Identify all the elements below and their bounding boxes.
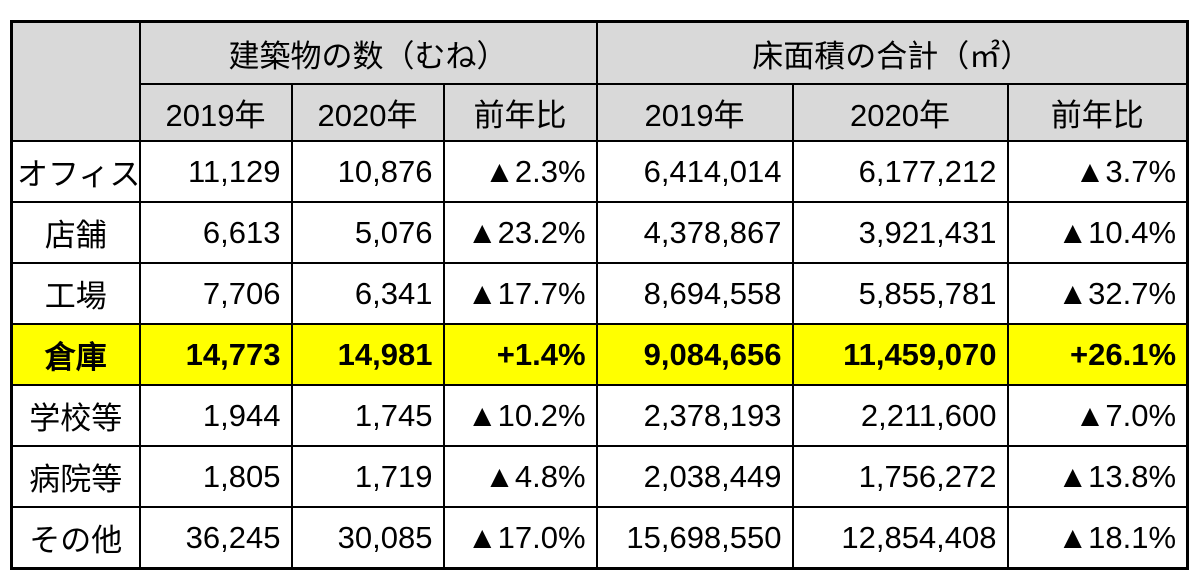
cell-area-2020: 11,459,070 xyxy=(791,323,1009,386)
corner-cell xyxy=(10,20,141,142)
cell-area-yoy: ▲7.0% xyxy=(1006,384,1189,447)
header-group-row: 建築物の数（むね） 床面積の合計（㎡） xyxy=(10,20,1189,142)
cell-area-2020: 1,756,272 xyxy=(791,445,1009,508)
table-row-factory: 工場 7,706 6,341 ▲17.7% 8,694,558 5,855,78… xyxy=(10,262,1189,325)
table-row-shop: 店舗 6,613 5,076 ▲23.2% 4,378,867 3,921,43… xyxy=(10,201,1189,264)
cell-count-2020: 1,719 xyxy=(290,445,445,508)
col-header-area-yoy: 前年比 xyxy=(1006,83,1189,142)
cell-count-2019: 1,944 xyxy=(138,384,293,447)
cell-count-yoy: ▲17.7% xyxy=(442,262,598,325)
cell-area-2019: 2,378,193 xyxy=(595,384,794,447)
table-row-hospital: 病院等 1,805 1,719 ▲4.8% 2,038,449 1,756,27… xyxy=(10,445,1189,508)
cell-count-2020: 5,076 xyxy=(290,201,445,264)
col-header-area-2020: 2020年 xyxy=(791,83,1009,142)
row-label: 倉庫 xyxy=(10,323,141,386)
page: 建築物の数（むね） 床面積の合計（㎡） 2019年 2020年 前年比 2019… xyxy=(10,20,1190,570)
cell-area-2020: 5,855,781 xyxy=(791,262,1009,325)
cell-count-2020: 1,745 xyxy=(290,384,445,447)
col-header-count-2020: 2020年 xyxy=(290,83,445,142)
col-header-count-2019: 2019年 xyxy=(138,83,293,142)
header-year-row: 2019年 2020年 前年比 2019年 2020年 前年比 xyxy=(12,83,1189,142)
row-label: オフィス xyxy=(10,140,141,203)
cell-area-2020: 6,177,212 xyxy=(791,140,1009,203)
cell-area-2020: 12,854,408 xyxy=(791,506,1009,570)
cell-area-yoy: ▲32.7% xyxy=(1006,262,1189,325)
cell-count-2019: 14,773 xyxy=(138,323,293,386)
cell-area-2019: 6,414,014 xyxy=(595,140,794,203)
cell-count-yoy: ▲23.2% xyxy=(442,201,598,264)
col-header-area-2019: 2019年 xyxy=(595,83,794,142)
row-label: その他 xyxy=(10,506,141,570)
cell-area-2019: 9,084,656 xyxy=(595,323,794,386)
cell-area-yoy: ▲13.8% xyxy=(1006,445,1189,508)
cell-area-yoy: ▲18.1% xyxy=(1006,506,1189,570)
cell-count-yoy: ▲2.3% xyxy=(442,140,598,203)
col-header-count-yoy: 前年比 xyxy=(442,83,598,142)
cell-count-2020: 14,981 xyxy=(290,323,445,386)
cell-count-2019: 6,613 xyxy=(138,201,293,264)
cell-area-2019: 2,038,449 xyxy=(595,445,794,508)
cell-area-2020: 2,211,600 xyxy=(791,384,1009,447)
cell-count-2019: 1,805 xyxy=(138,445,293,508)
row-label: 工場 xyxy=(10,262,141,325)
table-row-warehouse-highlighted: 倉庫 14,773 14,981 +1.4% 9,084,656 11,459,… xyxy=(10,323,1189,386)
cell-area-yoy: +26.1% xyxy=(1006,323,1189,386)
table-row-other: その他 36,245 30,085 ▲17.0% 15,698,550 12,8… xyxy=(10,506,1189,570)
cell-count-yoy: ▲17.0% xyxy=(442,506,598,570)
cell-area-2019: 4,378,867 xyxy=(595,201,794,264)
row-label: 店舗 xyxy=(10,201,141,264)
row-label: 学校等 xyxy=(10,384,141,447)
cell-count-2020: 10,876 xyxy=(290,140,445,203)
cell-count-2019: 7,706 xyxy=(138,262,293,325)
building-stats-table: 建築物の数（むね） 床面積の合計（㎡） 2019年 2020年 前年比 2019… xyxy=(10,20,1190,570)
cell-area-2019: 8,694,558 xyxy=(595,262,794,325)
table-row-office: オフィス 11,129 10,876 ▲2.3% 6,414,014 6,177… xyxy=(10,140,1189,203)
cell-count-2020: 30,085 xyxy=(290,506,445,570)
cell-count-2019: 11,129 xyxy=(138,140,293,203)
cell-area-yoy: ▲3.7% xyxy=(1006,140,1189,203)
cell-count-2019: 36,245 xyxy=(138,506,293,570)
cell-count-yoy: ▲4.8% xyxy=(442,445,598,508)
table-row-school: 学校等 1,944 1,745 ▲10.2% 2,378,193 2,211,6… xyxy=(10,384,1189,447)
group-header-floor-area: 床面積の合計（㎡） xyxy=(595,20,1189,85)
row-label: 病院等 xyxy=(10,445,141,508)
cell-count-2020: 6,341 xyxy=(290,262,445,325)
cell-area-2020: 3,921,431 xyxy=(791,201,1009,264)
cell-area-2019: 15,698,550 xyxy=(595,506,794,570)
cell-area-yoy: ▲10.4% xyxy=(1006,201,1189,264)
cell-count-yoy: ▲10.2% xyxy=(442,384,598,447)
cell-count-yoy: +1.4% xyxy=(442,323,598,386)
group-header-building-count: 建築物の数（むね） xyxy=(138,20,598,85)
